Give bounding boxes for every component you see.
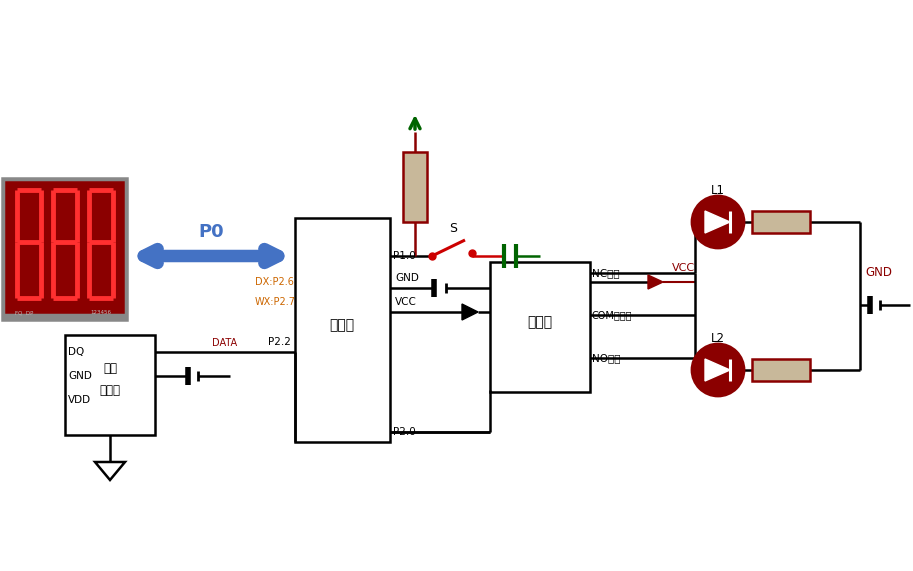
Text: P2.2: P2.2 bbox=[268, 337, 291, 347]
Bar bbox=[752, 211, 810, 233]
Text: L2: L2 bbox=[711, 332, 725, 344]
Bar bbox=[6, 182, 123, 312]
Polygon shape bbox=[705, 211, 730, 233]
Text: DQ: DQ bbox=[68, 347, 84, 357]
Text: GND: GND bbox=[68, 371, 92, 381]
Bar bbox=[752, 359, 810, 381]
Text: COM公共端: COM公共端 bbox=[592, 310, 633, 320]
Text: 传感器: 传感器 bbox=[100, 384, 121, 396]
Text: NO常闭: NO常闭 bbox=[592, 353, 621, 363]
Text: VDD: VDD bbox=[68, 395, 91, 405]
Text: P1.0: P1.0 bbox=[393, 251, 415, 261]
Bar bbox=[65, 335, 155, 435]
Circle shape bbox=[692, 344, 744, 396]
Polygon shape bbox=[705, 359, 730, 381]
Bar bbox=[490, 262, 590, 392]
Text: GND: GND bbox=[395, 273, 419, 283]
Text: FQ  DP: FQ DP bbox=[15, 311, 34, 316]
Text: 123456: 123456 bbox=[90, 311, 111, 316]
Polygon shape bbox=[648, 275, 663, 289]
Circle shape bbox=[692, 196, 744, 248]
Text: P0: P0 bbox=[198, 223, 224, 241]
Text: NC常开: NC常开 bbox=[592, 268, 620, 278]
Polygon shape bbox=[462, 304, 478, 320]
Bar bbox=[2, 178, 127, 320]
Text: 温度: 温度 bbox=[103, 361, 117, 375]
Text: WX:P2.7: WX:P2.7 bbox=[255, 297, 296, 307]
Bar bbox=[295, 218, 390, 442]
Text: VCC: VCC bbox=[395, 297, 417, 307]
Text: DATA: DATA bbox=[213, 338, 237, 348]
Polygon shape bbox=[95, 462, 125, 480]
Text: S: S bbox=[449, 222, 457, 235]
Text: P2.0: P2.0 bbox=[393, 427, 415, 437]
Text: VCC: VCC bbox=[672, 263, 695, 273]
Text: GND: GND bbox=[865, 266, 892, 279]
Text: L1: L1 bbox=[711, 183, 725, 196]
Text: 单片机: 单片机 bbox=[330, 318, 354, 332]
Text: 继电器: 继电器 bbox=[528, 315, 552, 329]
Text: DX:P2.6: DX:P2.6 bbox=[255, 277, 294, 287]
Bar bbox=[403, 152, 427, 222]
